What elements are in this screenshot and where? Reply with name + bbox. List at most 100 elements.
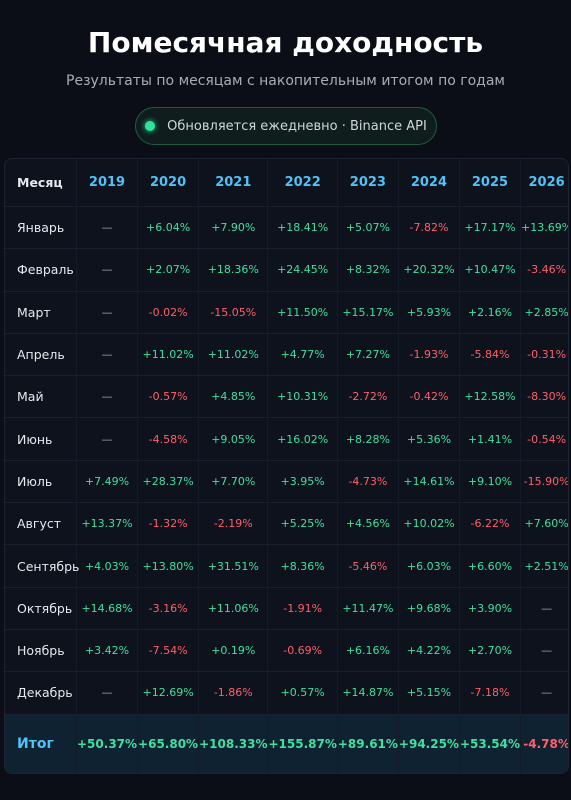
return-cell: — <box>521 630 568 673</box>
return-cell: +9.05% <box>199 418 269 461</box>
return-cell: -0.54% <box>521 418 568 461</box>
return-cell: +8.36% <box>268 545 338 588</box>
month-label: Январь <box>5 207 77 250</box>
return-cell: +3.42% <box>77 629 139 673</box>
return-cell: -3.46% <box>521 249 568 292</box>
month-label: Ноябрь <box>5 629 77 673</box>
month-label: Август <box>5 503 77 546</box>
return-cell: -1.86% <box>199 672 269 715</box>
return-cell: -4.58% <box>138 418 200 461</box>
return-cell: +4.22% <box>398 629 460 673</box>
return-cell: +2.51% <box>521 545 568 588</box>
return-cell: +6.60% <box>459 545 522 588</box>
return-cell: +20.32% <box>398 249 460 292</box>
return-cell: +28.37% <box>138 460 200 504</box>
return-cell: +10.02% <box>398 503 460 546</box>
return-cell: +8.28% <box>337 418 399 461</box>
return-cell: +4.56% <box>337 503 399 546</box>
return-cell: -15.05% <box>199 291 269 334</box>
return-cell: +0.57% <box>268 672 338 715</box>
total-cell: -4.78% <box>521 714 568 773</box>
return-cell: -3.16% <box>138 587 200 630</box>
return-cell: +8.32% <box>337 249 399 292</box>
month-label: Март <box>5 291 77 334</box>
column-header: 2020 <box>138 159 200 207</box>
return-cell: +31.51% <box>199 545 269 588</box>
return-cell: — <box>77 333 139 377</box>
return-cell: +7.90% <box>199 207 269 250</box>
return-cell: +4.77% <box>268 333 338 377</box>
month-label: Февраль <box>5 249 77 292</box>
return-cell: -0.02% <box>138 291 200 334</box>
return-cell: +4.85% <box>199 376 269 419</box>
return-cell: +11.02% <box>199 333 269 377</box>
total-cell: +94.25% <box>398 714 460 773</box>
return-cell: +11.50% <box>268 291 338 334</box>
return-cell: -5.84% <box>459 333 522 377</box>
return-cell: +10.47% <box>459 249 522 292</box>
month-label: Сентябрь <box>5 545 79 588</box>
return-cell: +15.17% <box>337 291 399 334</box>
column-header: 2019 <box>77 159 139 207</box>
return-cell: -4.73% <box>337 460 399 504</box>
total-cell: +50.37% <box>77 714 139 773</box>
status-dot <box>145 121 156 131</box>
month-label: Апрель <box>5 333 77 377</box>
return-cell: -1.93% <box>398 333 460 377</box>
month-label: Декабрь <box>5 672 77 715</box>
column-header: Месяц <box>5 159 77 207</box>
return-cell: +13.37% <box>77 503 139 546</box>
return-cell: — <box>521 672 568 715</box>
return-cell: +6.16% <box>337 629 399 673</box>
return-cell: -15.90% <box>521 461 568 504</box>
return-cell: +2.85% <box>521 292 568 334</box>
subtitle: Результаты по месяцам с накопительным ит… <box>66 73 505 89</box>
return-cell: +18.41% <box>268 207 338 250</box>
return-cell: +16.02% <box>268 418 338 461</box>
return-cell: +0.19% <box>199 629 269 673</box>
month-label: Октябрь <box>5 587 77 630</box>
return-cell: -5.46% <box>337 545 399 588</box>
return-cell: +13.80% <box>138 545 200 588</box>
column-header: 2021 <box>199 159 269 207</box>
return-cell: -7.18% <box>459 672 522 715</box>
return-cell: +9.10% <box>459 460 522 504</box>
return-cell: +4.03% <box>77 545 139 588</box>
return-cell: +24.45% <box>268 249 338 292</box>
return-cell: +2.16% <box>459 291 522 334</box>
column-header: 2026 <box>521 159 568 207</box>
return-cell: +2.70% <box>459 629 522 673</box>
return-cell: +14.61% <box>398 460 460 504</box>
return-cell: -6.22% <box>459 503 522 546</box>
return-cell: +12.58% <box>459 376 522 419</box>
column-header: 2025 <box>459 159 522 207</box>
total-cell: +65.80% <box>138 714 200 773</box>
return-cell: +7.27% <box>337 333 399 377</box>
return-cell: +9.68% <box>398 587 460 630</box>
return-cell: +14.68% <box>77 587 139 630</box>
title: Помесячная доходность <box>87 26 484 59</box>
return-cell: -7.54% <box>138 629 200 673</box>
return-cell: +3.95% <box>268 460 338 504</box>
return-cell: -7.82% <box>398 207 460 250</box>
total-cell: +108.33% <box>199 714 269 773</box>
column-header: 2024 <box>398 159 460 207</box>
return-cell: +6.03% <box>398 545 460 588</box>
total-cell: +155.87% <box>268 714 338 773</box>
return-cell: -0.42% <box>398 376 460 419</box>
return-cell: +5.36% <box>398 418 460 461</box>
return-cell: +7.70% <box>199 460 269 504</box>
return-cell: -2.19% <box>199 503 269 546</box>
return-cell: +5.15% <box>398 672 460 715</box>
return-cell: +14.87% <box>337 672 399 715</box>
return-cell: +6.04% <box>138 207 200 250</box>
return-cell: — <box>77 291 139 334</box>
month-label: Июль <box>5 460 77 504</box>
return-cell: +17.17% <box>459 207 522 250</box>
month-label: Июнь <box>5 418 77 461</box>
column-header: 2022 <box>268 159 338 207</box>
return-cell: — <box>77 249 139 292</box>
return-cell: +11.06% <box>199 587 269 630</box>
return-cell: +7.49% <box>77 460 139 504</box>
